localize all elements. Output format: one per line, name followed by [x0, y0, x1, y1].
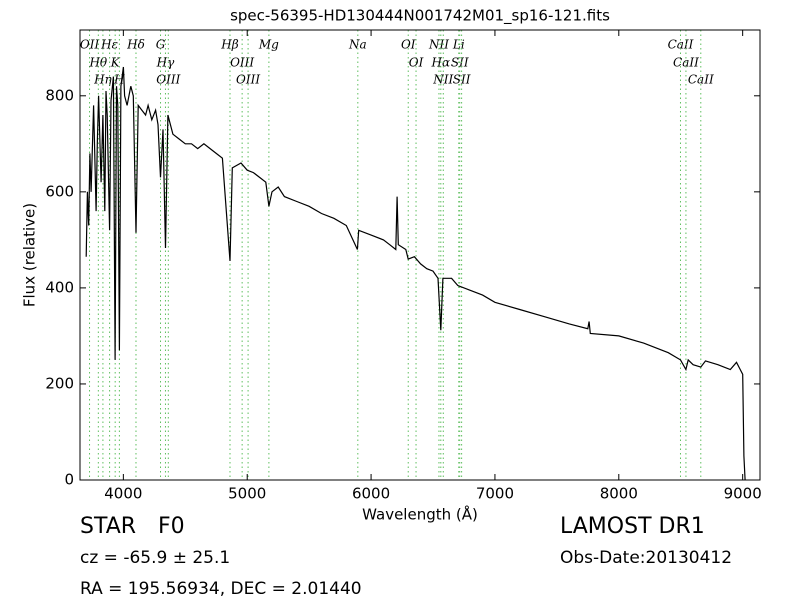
- line-label: SII: [451, 56, 469, 70]
- line-label: NII: [428, 38, 449, 52]
- x-axis-label: Wavelength (Å): [362, 505, 478, 524]
- line-label: Li: [452, 38, 465, 52]
- line-label: G: [156, 38, 166, 52]
- y-tick-label: 600: [45, 182, 74, 200]
- subclass: F0: [158, 514, 185, 539]
- line-label: Hγ: [156, 56, 175, 70]
- obs-date: Obs-Date:20130412: [560, 548, 732, 568]
- line-label: K: [110, 56, 121, 70]
- chart-title: spec-56395-HD130444N001742M01_sp16-121.f…: [230, 7, 610, 26]
- line-label: OIII: [236, 73, 260, 87]
- plot-frame: [79, 29, 761, 481]
- line-label: Hδ: [126, 38, 145, 52]
- line-label: Hε: [100, 38, 118, 52]
- spectrum: [85, 66, 746, 481]
- line-label: NII: [432, 73, 453, 87]
- line-label: OI: [401, 38, 416, 52]
- object-class: STAR: [80, 514, 136, 539]
- coordinates: RA = 195.56934, DEC = 2.01440: [80, 579, 362, 599]
- line-label: Hα: [431, 56, 451, 70]
- x-tick-label: 6000: [352, 485, 390, 503]
- x-tick-label: 9000: [724, 485, 762, 503]
- line-label: Hβ: [220, 38, 238, 52]
- y-tick-label: 400: [45, 278, 74, 296]
- x-tick-label: 5000: [228, 485, 266, 503]
- line-label: OI: [409, 56, 424, 70]
- y-axis-label: Flux (relative): [21, 203, 39, 307]
- y-tick-label: 0: [64, 471, 74, 489]
- line-label: Mg: [258, 38, 279, 52]
- line-label: OIII: [156, 73, 180, 87]
- redshift: cz = -65.9 ± 25.1: [80, 548, 230, 568]
- y-tick-label: 200: [45, 374, 74, 392]
- line-label: OII: [80, 38, 100, 52]
- line-label: SII: [453, 73, 471, 87]
- line-label: CaII: [688, 73, 714, 87]
- x-tick-label: 8000: [600, 485, 638, 503]
- x-tick-label: 7000: [476, 485, 514, 503]
- line-label: CaII: [673, 56, 699, 70]
- line-label: OIII: [230, 56, 254, 70]
- survey: LAMOST DR1: [560, 514, 705, 539]
- line-label: Hθ: [88, 56, 107, 70]
- line-label: Na: [348, 38, 367, 52]
- line-label: CaII: [668, 38, 694, 52]
- x-tick-label: 4000: [104, 485, 142, 503]
- y-tick-label: 800: [45, 86, 74, 104]
- line-label: Hη: [93, 73, 112, 87]
